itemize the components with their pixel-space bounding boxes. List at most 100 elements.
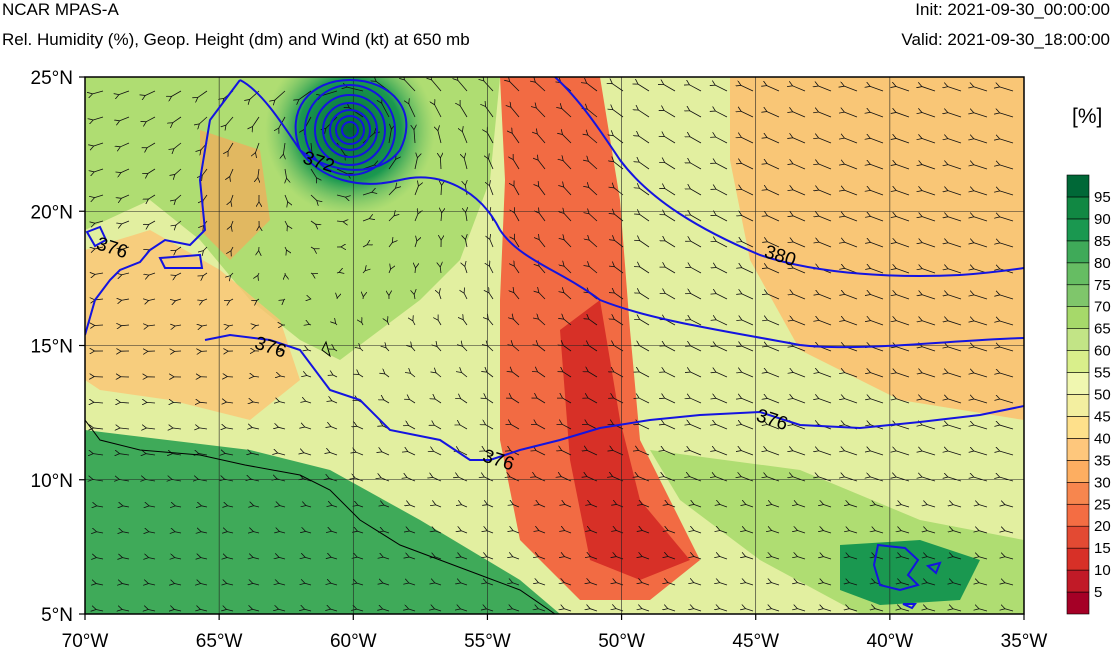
wind-arrow — [901, 609, 910, 612]
wind-arrow — [440, 158, 441, 170]
wind-arrow — [562, 109, 572, 118]
wind-arrow — [202, 168, 208, 175]
wind-arrow — [870, 477, 884, 482]
wind-arrow — [461, 531, 468, 534]
wind-arrow — [793, 477, 806, 482]
wind-arrow — [948, 217, 962, 222]
wind-arrow — [845, 320, 858, 326]
wind-arrow — [798, 505, 806, 508]
contour-southeast-loop — [872, 543, 942, 610]
wind-arrow — [589, 345, 598, 352]
wind-arrow — [742, 320, 754, 326]
wind-arrow — [691, 346, 702, 352]
wind-arrow — [512, 133, 520, 144]
wind-arrow — [974, 243, 988, 248]
wind-arrow — [466, 213, 467, 222]
wind-arrow — [922, 165, 936, 170]
wind-arrow — [720, 504, 728, 508]
wind-arrow — [414, 241, 417, 248]
wind-arrow — [145, 90, 156, 95]
colorbar-label: 60 — [1094, 343, 1111, 360]
wind-arrow — [819, 112, 832, 118]
wind-arrow — [823, 557, 832, 560]
wind-arrow — [1000, 217, 1014, 222]
wind-arrow — [172, 454, 182, 455]
wind-arrow — [896, 190, 910, 196]
wind-arrow — [638, 477, 650, 482]
wind-arrow — [487, 531, 494, 534]
wind-arrow — [742, 294, 754, 300]
wind-arrow — [564, 319, 572, 326]
colorbar-label: 25 — [1094, 496, 1111, 513]
wind-arrow — [387, 322, 390, 326]
wind-arrow — [122, 299, 130, 300]
wind-arrow — [716, 215, 728, 222]
wind-arrow — [96, 558, 104, 559]
wind-arrow — [465, 266, 468, 274]
wind-arrow — [562, 451, 572, 456]
wind-arrow — [331, 557, 338, 560]
lon-tick-label: 55°W — [464, 631, 511, 652]
wind-arrow — [308, 350, 312, 351]
colorbar-label: 50 — [1094, 387, 1111, 404]
wind-arrow — [336, 194, 345, 197]
wind-arrow — [772, 557, 780, 560]
wind-arrow — [461, 399, 468, 404]
cyclone-contour-4 — [329, 109, 371, 151]
wind-arrow — [414, 214, 418, 222]
wind-arrow — [122, 584, 130, 585]
wind-arrow — [203, 194, 208, 201]
colorbar-box — [1066, 306, 1090, 329]
wind-arrow — [948, 399, 962, 404]
rh-moist-south — [85, 430, 560, 614]
wind-arrow — [767, 372, 780, 378]
wind-arrow — [119, 90, 130, 95]
rh-dry-west — [85, 230, 300, 420]
wind-arrow — [464, 293, 468, 300]
wind-arrow — [819, 451, 832, 456]
wind-arrow — [513, 531, 520, 534]
wind-arrow — [948, 347, 962, 352]
wind-arrow — [305, 557, 312, 560]
wind-arrow — [388, 216, 394, 222]
wind-arrow — [922, 399, 936, 404]
wind-arrow — [819, 373, 832, 378]
wind-arrow — [304, 453, 312, 456]
wind-arrow — [1000, 243, 1014, 248]
wind-arrow — [410, 399, 416, 404]
wind-arrow — [742, 189, 754, 196]
wind-arrow — [922, 269, 936, 274]
height-contours — [85, 77, 1024, 610]
wind-arrow — [871, 321, 884, 326]
colorbar-label: 10 — [1094, 562, 1111, 579]
wind-arrow — [589, 266, 598, 274]
wind-arrow — [1000, 321, 1014, 326]
wind-arrow — [176, 220, 182, 225]
wind-arrow — [228, 142, 234, 151]
wind-arrow — [665, 398, 676, 404]
wind-arrow — [665, 293, 676, 300]
wind-arrow — [252, 428, 260, 429]
wind-arrow — [694, 609, 702, 612]
wind-arrow — [336, 168, 347, 174]
wind-arrow — [409, 104, 416, 118]
wind-arrow — [974, 191, 988, 196]
wind-arrow — [870, 451, 884, 456]
wind-arrow — [823, 609, 832, 612]
rh-cyclone-core — [265, 77, 435, 215]
wind-arrow — [793, 451, 806, 456]
wind-arrow — [413, 321, 416, 326]
wind-arrow — [305, 609, 312, 612]
colorbar-box — [1066, 240, 1090, 264]
wind-arrow — [691, 267, 702, 274]
wind-arrow — [536, 108, 546, 118]
colorbar-label: 70 — [1094, 299, 1111, 316]
wind-arrow — [896, 425, 910, 430]
wind-arrow — [564, 609, 572, 612]
wind-arrow — [280, 506, 286, 507]
wind-arrow — [819, 164, 832, 170]
wind-arrow — [767, 477, 780, 482]
wind-arrow — [538, 346, 546, 352]
colorbar-label: 90 — [1094, 211, 1111, 228]
